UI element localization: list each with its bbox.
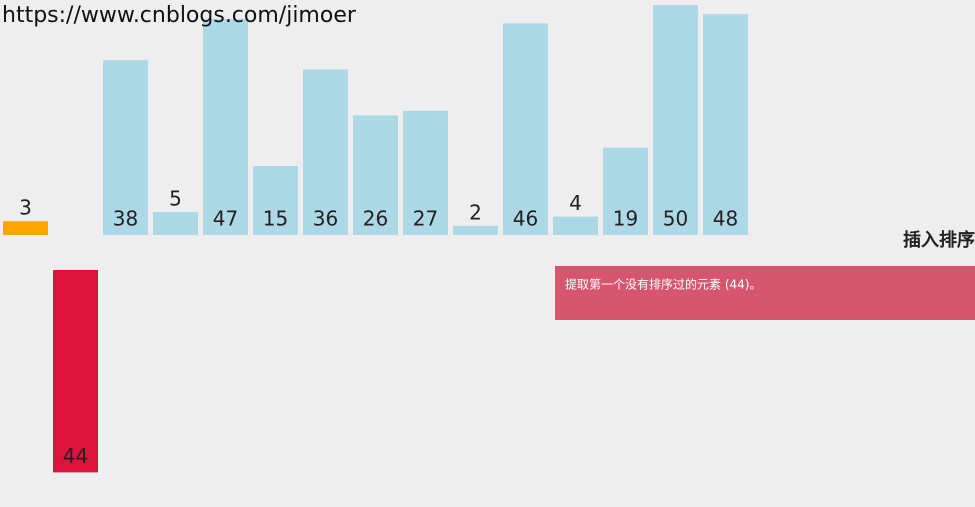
bar-label: 26: [363, 207, 388, 231]
bar: [153, 212, 198, 235]
bar-label: 3: [19, 196, 32, 220]
bar-label: 46: [513, 207, 538, 231]
bar: [303, 69, 348, 236]
bar: [103, 60, 148, 236]
bar-label: 36: [313, 207, 338, 231]
status-box: [555, 266, 975, 320]
algorithm-title: 插入排序: [903, 229, 975, 251]
bar-label: 2: [469, 200, 482, 224]
bar-label: 38: [113, 207, 138, 231]
url-text: https://www.cnblogs.com/jimoer: [2, 3, 357, 28]
bar-label: 50: [663, 207, 688, 231]
bar: [253, 166, 298, 235]
bar-label: 5: [169, 187, 182, 211]
bar: [3, 221, 48, 235]
bar-label: 48: [713, 207, 738, 231]
bar: [603, 147, 648, 235]
bar: [653, 5, 698, 235]
bar-label: 15: [263, 207, 288, 231]
bar-label: 27: [413, 207, 438, 231]
bar: [553, 216, 598, 235]
bar-label: 19: [613, 207, 638, 231]
bar: [53, 270, 98, 473]
bar-label: 44: [63, 444, 88, 468]
bar: [353, 115, 398, 235]
bar: [403, 110, 448, 235]
bar-label: 47: [213, 207, 238, 231]
bar-label: 4: [569, 191, 582, 215]
bar: [503, 23, 548, 236]
bar: [203, 18, 248, 235]
bar: [703, 14, 748, 236]
status-text: 提取第一个没有排序过的元素 (44)。: [565, 277, 761, 292]
bar: [453, 225, 498, 235]
